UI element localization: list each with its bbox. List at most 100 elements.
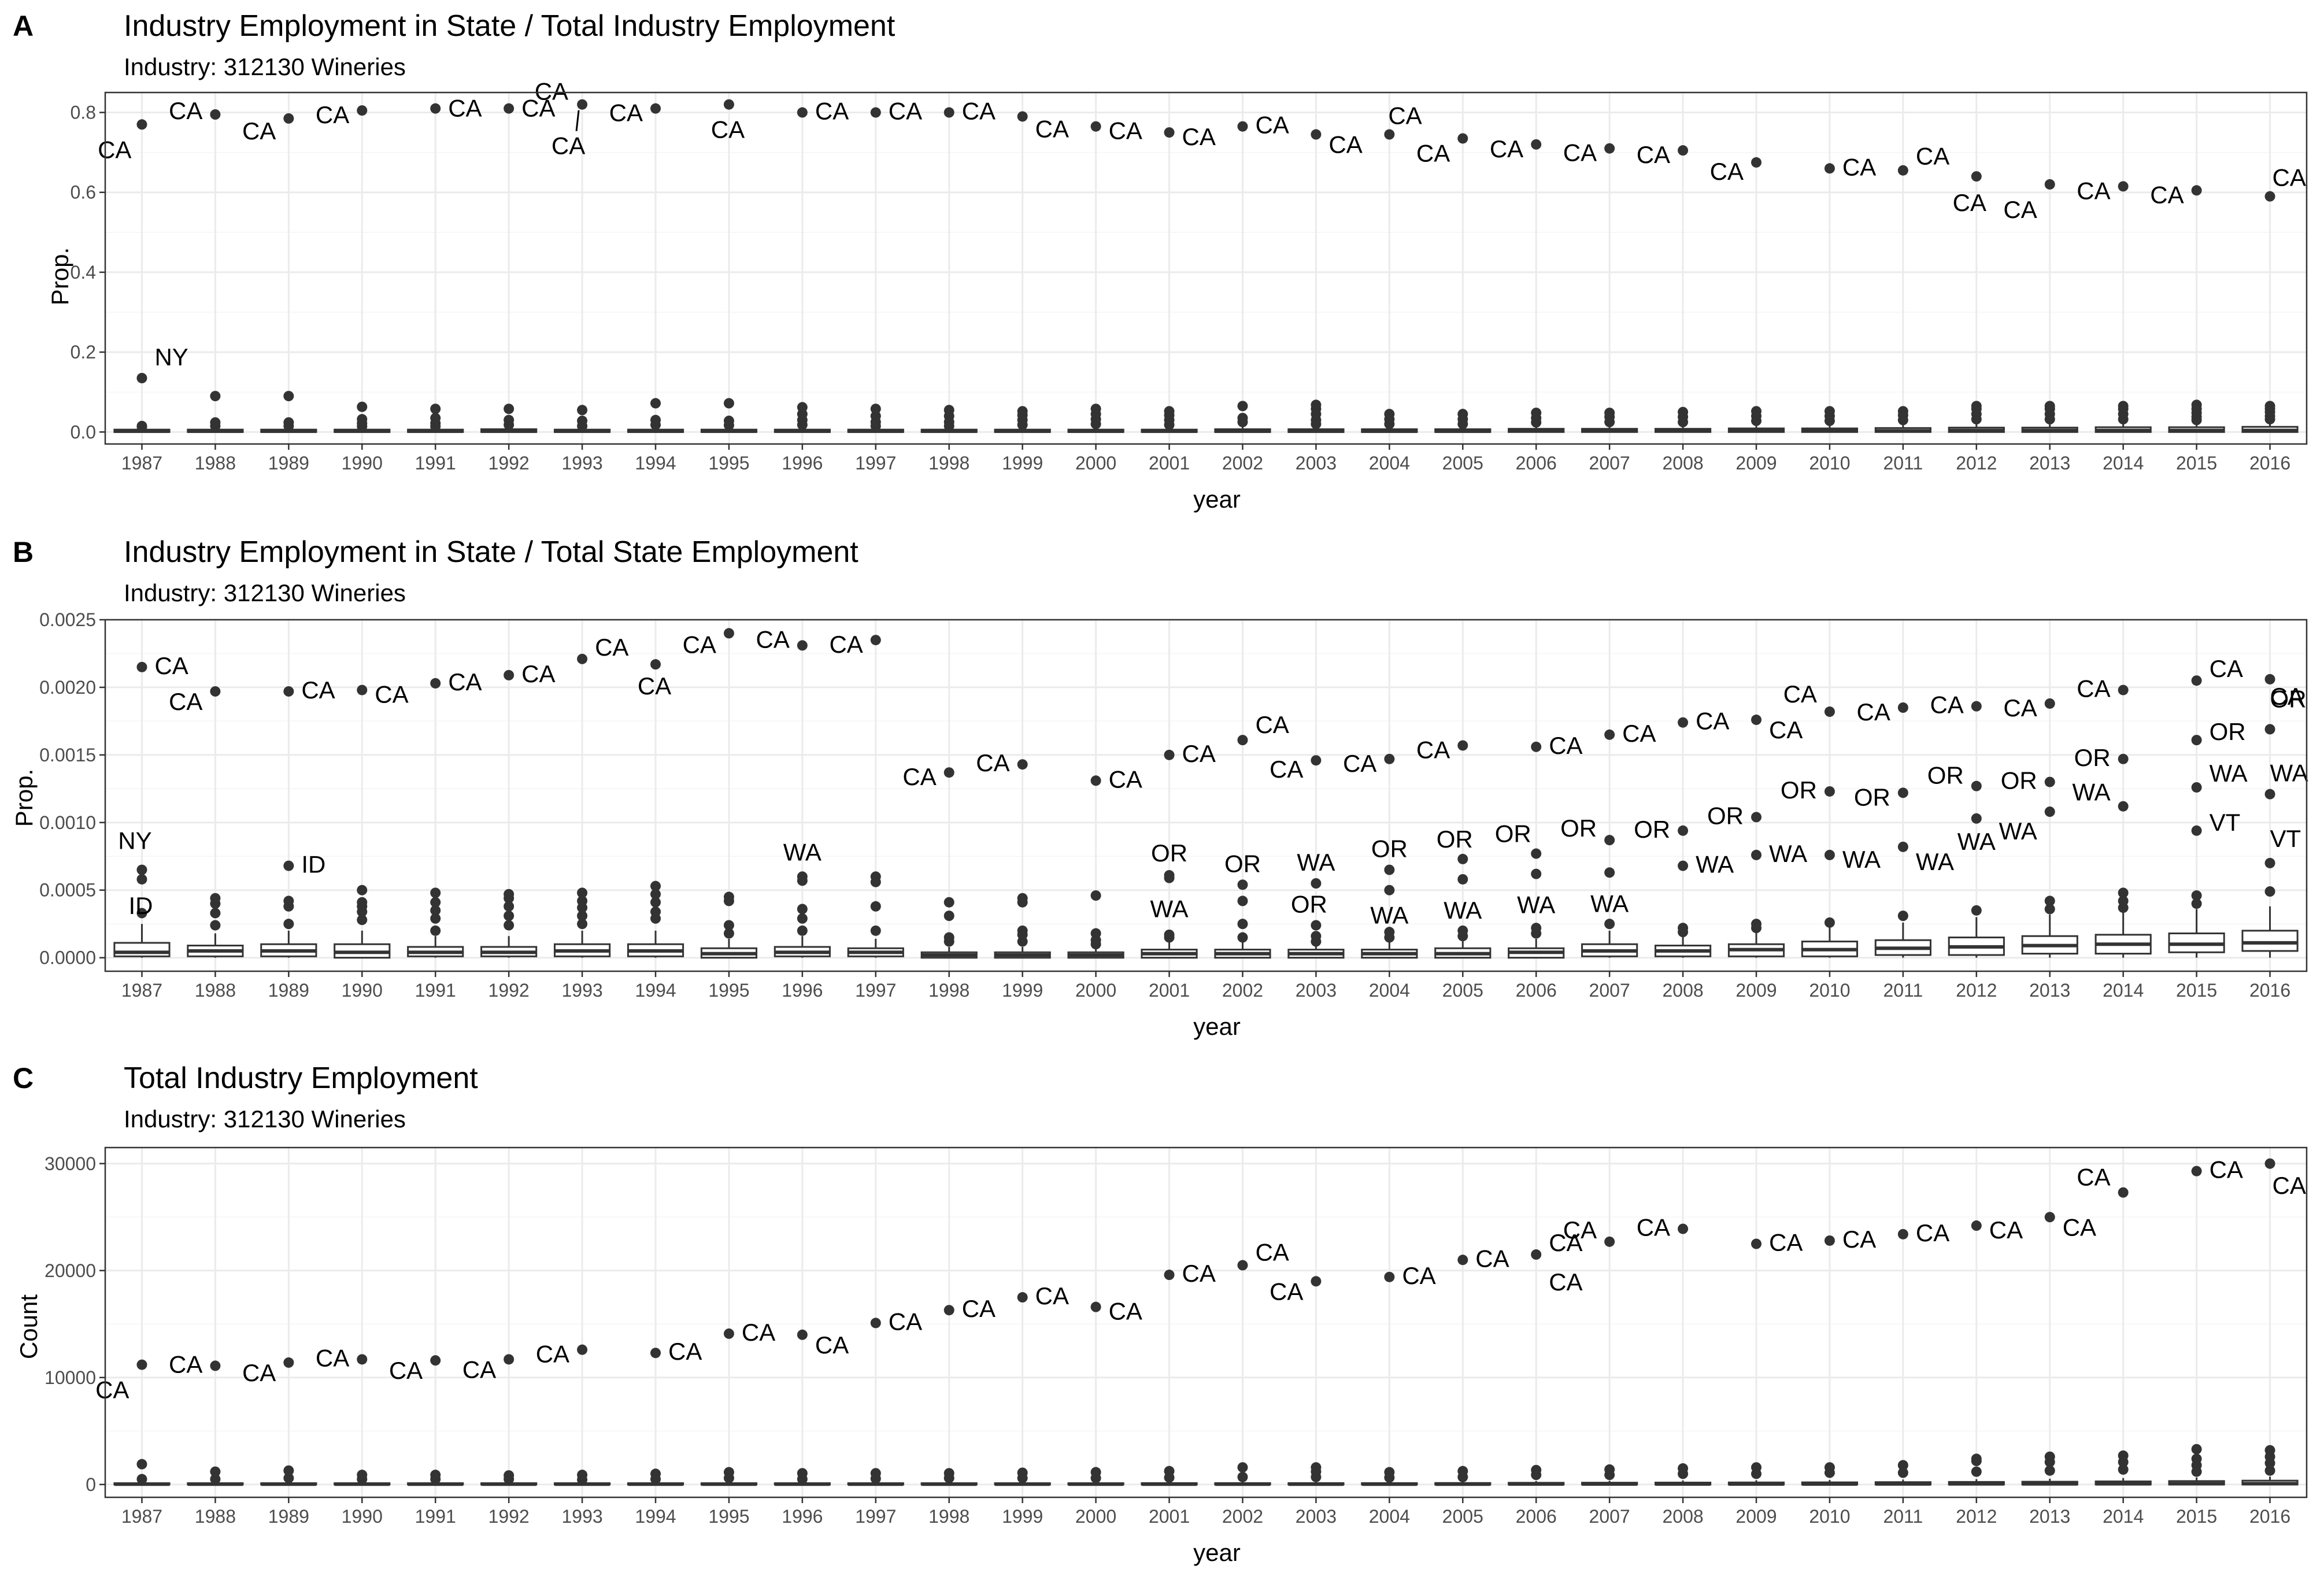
panel-tag: C (13, 1062, 34, 1094)
outlier-point (650, 906, 661, 917)
ca-point (650, 103, 661, 114)
point-label: CA (1953, 189, 1986, 216)
outlier-point (1531, 923, 1542, 934)
x-tick-label: 1997 (855, 453, 896, 473)
x-tick-label: 2010 (1809, 453, 1850, 473)
outlier-point (1678, 825, 1689, 836)
ca-point (723, 99, 734, 110)
outlier-point (1311, 931, 1322, 942)
x-tick-label: 1999 (1002, 1506, 1043, 1527)
ca-point (1384, 129, 1395, 140)
x-tick-label: 2002 (1222, 980, 1263, 1001)
point-label: CA (462, 1356, 496, 1383)
x-tick-label: 1993 (561, 1506, 602, 1527)
point-label: CA (2270, 683, 2304, 710)
outlier-point (2264, 401, 2275, 412)
ca-point (1457, 1255, 1468, 1266)
point-label: NY (154, 343, 188, 371)
ca-point (1678, 1223, 1689, 1234)
x-tick-label: 2012 (1956, 980, 1997, 1001)
point-label: CA (1783, 680, 1817, 708)
outlier-point (2264, 724, 2275, 735)
x-tick-label: 2003 (1296, 1506, 1337, 1527)
point-label: CA (711, 116, 745, 143)
x-tick-label: 2015 (2176, 453, 2217, 473)
ca-point (1311, 755, 1322, 766)
point-label: WA (1517, 891, 1555, 919)
x-tick-label: 2016 (2249, 1506, 2290, 1527)
point-label: CA (1109, 765, 1142, 793)
point-label: CA (389, 1357, 423, 1384)
chart-subtitle: Industry: 312130 Wineries (124, 579, 406, 606)
ca-point (1311, 1276, 1322, 1287)
panel-b: B Industry Employment in State / Total S… (10, 535, 2308, 1040)
boxplot-1996 (774, 1468, 831, 1486)
point-label: CA (1182, 1260, 1216, 1287)
outlier-point (283, 919, 294, 930)
ca-point (136, 661, 147, 672)
x-tick-label: 1994 (635, 453, 676, 473)
point-label: CA (1769, 1229, 1803, 1256)
point-label: CA (2077, 675, 2110, 702)
boxplot-2007 (1581, 1464, 1638, 1486)
ca-point (870, 1318, 881, 1329)
ca-point (504, 1354, 515, 1365)
outlier-point (1897, 1467, 1908, 1478)
ca-point (1604, 729, 1615, 740)
outlier-point (283, 1465, 294, 1476)
ca-point (1897, 165, 1908, 176)
x-tick-label: 2015 (2176, 1506, 2217, 1527)
y-tick-label: 0 (86, 1474, 96, 1495)
outlier-point (504, 1470, 515, 1481)
point-label: CA (609, 99, 643, 127)
outlier-point (1824, 917, 1835, 928)
ca-point (1531, 1249, 1542, 1260)
ca-point (1824, 1235, 1835, 1246)
outlier-point (1457, 409, 1468, 420)
boxplot-2009 (1727, 812, 1785, 958)
ca-point (210, 109, 221, 120)
boxplot-1994 (627, 1468, 684, 1486)
ca-point (2044, 1212, 2055, 1223)
boxplot-2000 (1067, 404, 1124, 433)
outlier-point (723, 928, 734, 939)
ca-point (1457, 133, 1468, 144)
ca-point (357, 1354, 368, 1365)
outlier-point (357, 401, 368, 412)
ca-point (723, 628, 734, 639)
x-tick-label: 2014 (2103, 453, 2144, 473)
box (113, 942, 171, 957)
plot-frame (104, 91, 2308, 445)
outlier-point (1604, 835, 1615, 846)
boxplot-1991 (407, 887, 464, 958)
ca-point (2191, 185, 2202, 196)
x-tick-label: 1989 (268, 1506, 309, 1527)
ca-point (1824, 706, 1835, 717)
point-label: CA (98, 136, 131, 163)
chart-title: Industry Employment in State / Total Sta… (124, 535, 858, 569)
y-tick-label: 0.2 (71, 342, 96, 362)
ca-point (210, 686, 221, 697)
point-label: CA (536, 1341, 569, 1368)
boxplot-1987 (113, 864, 171, 958)
outlier-point (1090, 404, 1101, 415)
boxplot-2013 (2021, 776, 2078, 958)
outlier-point (797, 925, 808, 936)
ca-point (283, 113, 294, 124)
outlier-point (2191, 399, 2202, 410)
boxplot-2003 (1287, 1462, 1345, 1486)
outlier-point (2044, 896, 2055, 906)
boxplot-2016 (2241, 1445, 2299, 1486)
boxplot-2010 (1801, 1462, 1859, 1486)
boxplot-2010 (1801, 406, 1859, 433)
point-label: CA (1930, 691, 1963, 719)
outlier-point (1604, 919, 1615, 930)
outlier-point (210, 920, 221, 931)
boxplot-2013 (2021, 1451, 2078, 1486)
ca-point (2264, 1158, 2275, 1169)
ca-point (1678, 717, 1689, 728)
x-tick-label: 2007 (1589, 980, 1630, 1001)
outlier-point (1531, 848, 1542, 859)
x-tick-label: 1992 (489, 453, 530, 473)
boxplot-1994 (627, 880, 684, 958)
